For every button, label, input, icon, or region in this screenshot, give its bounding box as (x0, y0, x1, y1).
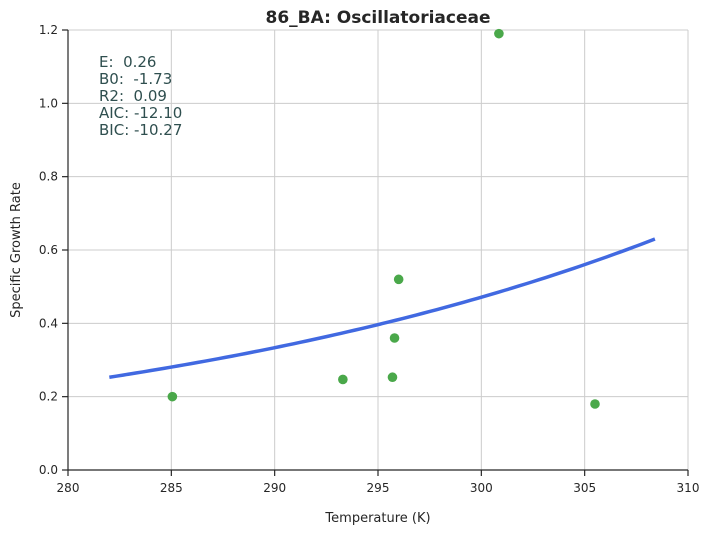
data-point (387, 372, 398, 383)
data-point (393, 274, 404, 285)
data-point (389, 333, 400, 343)
data-point (338, 374, 348, 385)
y-tick-label: 0.4 (39, 316, 58, 330)
tick-labels: 280 285 290 295 300 305 310 0.0 0.2 0.4 0.6 0.8 1.0 1… (39, 23, 700, 495)
y-tick-label: 0.0 (39, 463, 58, 477)
y-tick-label: 0.8 (39, 170, 58, 184)
stat-bic: BIC: -10.27 (99, 121, 182, 139)
x-tick-label: 285 (160, 481, 183, 495)
x-tick-label: 295 (367, 481, 390, 495)
stat-b0: B0: -1.73 (99, 70, 172, 88)
axes (62, 29, 689, 476)
fit-curve-layer (109, 237, 656, 379)
stat-e: E: 0.26 (99, 53, 156, 71)
x-tick-label: 305 (573, 481, 596, 495)
y-tick-label: 0.2 (39, 390, 58, 404)
x-tick-label: 280 (57, 481, 80, 495)
stat-aic: AIC: -12.10 (99, 104, 182, 122)
stat-r2: R2: 0.09 (99, 87, 167, 105)
y-tick-label: 1.2 (39, 23, 58, 37)
data-point (590, 399, 600, 409)
x-tick-label: 290 (263, 481, 286, 495)
y-tick-label: 0.6 (39, 243, 58, 257)
data-point (494, 28, 504, 39)
chart-title: 86_BA: Oscillatoriaceae (265, 8, 490, 28)
x-axis-label: Temperature (K) (324, 511, 430, 526)
data-points (167, 28, 600, 409)
data-point (167, 391, 178, 402)
x-tick-label: 310 (677, 481, 700, 495)
fit-curve (109, 237, 656, 379)
stats-box: E: 0.26 B0: -1.73 R2: 0.09 AIC: -12.10 B… (99, 53, 182, 139)
y-tick-label: 1.0 (39, 96, 58, 110)
y-axis-label: Specific Growth Rate (9, 182, 24, 318)
x-tick-label: 300 (470, 481, 493, 495)
